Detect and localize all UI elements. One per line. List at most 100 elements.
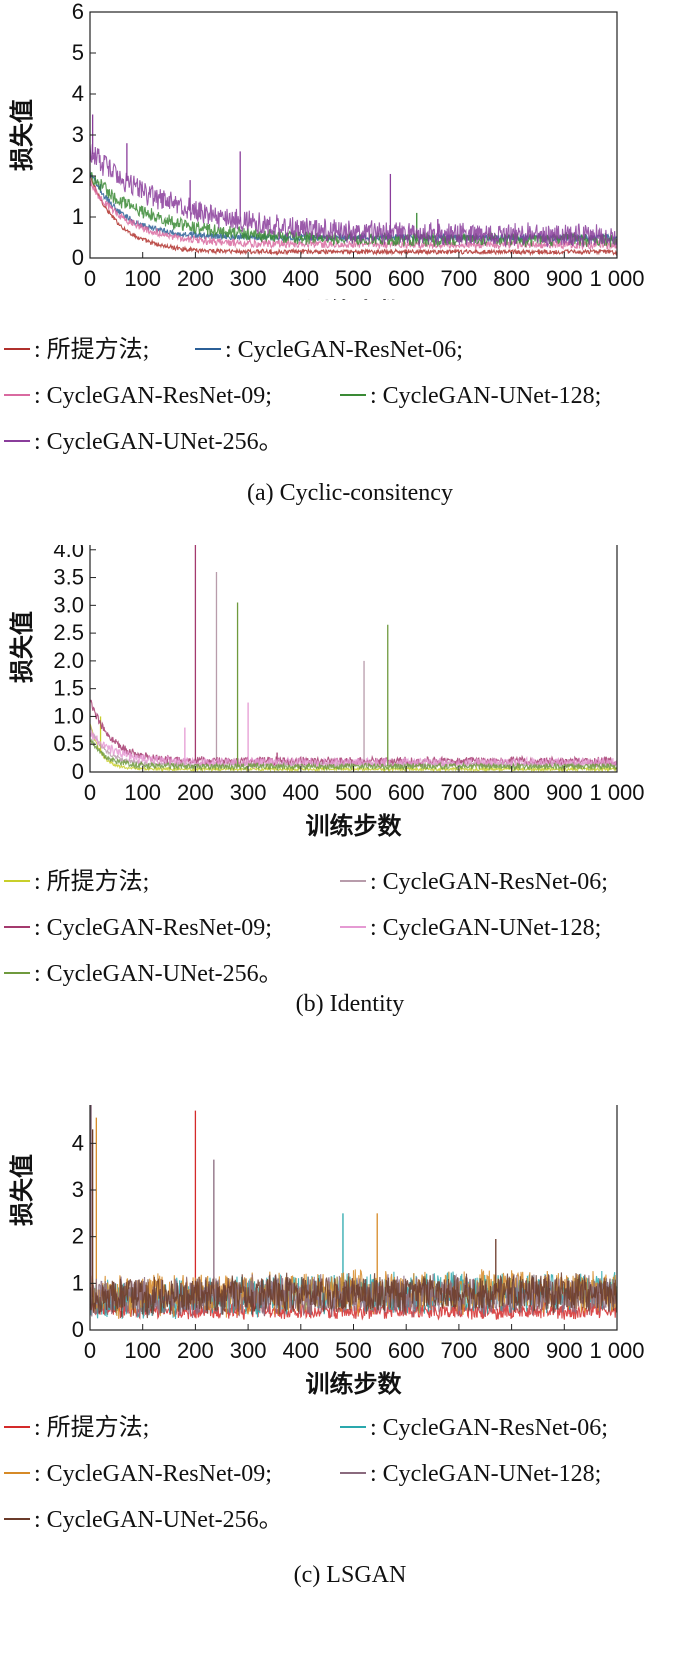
legend-item: : CycleGAN-ResNet-06; <box>340 867 608 897</box>
series-line-3 <box>89 180 618 251</box>
x-tick-label: 900 <box>546 266 583 291</box>
legend-row: : CycleGAN-ResNet-09; : CycleGAN-UNet-128… <box>0 1459 700 1489</box>
y-tick-label: 6 <box>72 0 84 24</box>
legend-item: : CycleGAN-UNet-128; <box>340 913 601 943</box>
legend-swatch <box>340 394 366 397</box>
caption-b: (b) Identity <box>295 991 405 1017</box>
x-tick-label: 100 <box>124 1338 161 1363</box>
legend-item: : CycleGAN-UNet-256。 <box>4 1505 283 1535</box>
x-tick-label: 400 <box>282 780 319 805</box>
y-tick-label: 3 <box>72 1177 84 1202</box>
legend-row: : CycleGAN-ResNet-09; : CycleGAN-UNet-128… <box>0 913 700 943</box>
series-line-3 <box>89 1269 618 1319</box>
x-tick-label: 0 <box>84 266 96 291</box>
y-tick-label: 0 <box>72 245 84 270</box>
legend-item: : CycleGAN-UNet-256。 <box>4 959 283 989</box>
y-tick-label: 1 <box>72 1270 84 1295</box>
y-tick-label: 2 <box>72 163 84 188</box>
x-tick-label: 300 <box>230 780 267 805</box>
caption-a: (a) Cyclic-consitency <box>247 480 453 506</box>
legend-swatch <box>4 394 30 397</box>
x-tick-label: 300 <box>230 266 267 291</box>
x-tick-label: 100 <box>124 266 161 291</box>
y-tick-label: 5 <box>72 40 84 65</box>
legend-label: : 所提方法; <box>34 1415 150 1441</box>
x-tick-label: 300 <box>230 1338 267 1363</box>
x-tick-label: 800 <box>493 266 530 291</box>
y-tick-label: 3 <box>72 122 84 147</box>
y-tick-label: 4 <box>72 81 84 106</box>
x-tick-label: 100 <box>124 780 161 805</box>
x-tick-label: 600 <box>388 266 425 291</box>
series-line-5 <box>89 738 618 772</box>
series-line-5 <box>89 1272 618 1319</box>
chart-svg-b: 00.51.01.52.02.53.03.54.04.5010020030040… <box>8 545 645 840</box>
y-tick-label: 2.0 <box>53 648 84 673</box>
x-axis-label: 训练步数 <box>306 1370 403 1398</box>
x-tick-label: 900 <box>546 780 583 805</box>
y-tick-label: 1.0 <box>53 703 84 728</box>
y-tick-label: 3.0 <box>53 592 84 617</box>
chart-panel-b: 00.51.01.52.02.53.03.54.04.5010020030040… <box>0 545 700 1090</box>
x-tick-label: 500 <box>335 266 372 291</box>
x-tick-label: 1 000 <box>589 780 644 805</box>
legend-item: : CycleGAN-ResNet-06; <box>195 335 463 365</box>
x-tick-label: 400 <box>282 266 319 291</box>
y-tick-label: 1 <box>72 204 84 229</box>
legend-item: : CycleGAN-UNet-128; <box>340 1459 601 1489</box>
y-tick-label: 0.5 <box>53 731 84 756</box>
legend-item: : CycleGAN-ResNet-09; <box>4 1459 272 1489</box>
legend-label: : CycleGAN-ResNet-06; <box>370 1415 608 1441</box>
x-tick-label: 600 <box>388 780 425 805</box>
legend-swatch <box>4 926 30 929</box>
x-tick-label: 400 <box>282 1338 319 1363</box>
x-tick-label: 200 <box>177 1338 214 1363</box>
x-tick-label: 700 <box>441 780 478 805</box>
legend-item: : CycleGAN-ResNet-09; <box>4 381 272 411</box>
legend-row: : 所提方法; : CycleGAN-ResNet-06; <box>0 335 700 365</box>
x-tick-label: 200 <box>177 266 214 291</box>
legend-row: : CycleGAN-UNet-256。 <box>0 959 700 989</box>
series-line-3 <box>89 699 618 767</box>
x-tick-label: 800 <box>493 780 530 805</box>
x-tick-label: 700 <box>441 266 478 291</box>
legend-label: : CycleGAN-ResNet-06; <box>370 869 608 895</box>
x-tick-label: 0 <box>84 1338 96 1363</box>
x-tick-label: 0 <box>84 780 96 805</box>
legend-label: : CycleGAN-UNet-128; <box>370 915 602 941</box>
y-tick-label: 5 <box>72 1105 84 1109</box>
legend-swatch <box>340 880 366 883</box>
series-line-4 <box>89 172 618 248</box>
y-tick-label: 0 <box>72 759 84 784</box>
x-tick-label: 200 <box>177 780 214 805</box>
y-tick-label: 1.5 <box>53 676 84 701</box>
legend-label: : CycleGAN-ResNet-09; <box>34 1461 272 1487</box>
legend-item: : CycleGAN-UNet-256。 <box>4 427 283 457</box>
x-tick-label: 800 <box>493 1338 530 1363</box>
legend-row: : 所提方法; : CycleGAN-ResNet-06; <box>0 1413 700 1443</box>
legend-swatch <box>4 440 30 443</box>
legend-swatch <box>4 972 30 975</box>
y-tick-label: 3.5 <box>53 565 84 590</box>
legend-item: : 所提方法; <box>4 1413 149 1443</box>
legend-label: : 所提方法; <box>34 337 150 363</box>
legend-swatch <box>340 1426 366 1429</box>
legend-item: : 所提方法; <box>4 867 149 897</box>
x-axis-label: 训练步数 <box>306 298 403 300</box>
x-axis-label: 训练步数 <box>306 812 403 840</box>
legend-swatch <box>4 348 30 351</box>
legend-label: : CycleGAN-ResNet-06; <box>225 337 463 363</box>
x-tick-label: 500 <box>335 1338 372 1363</box>
x-tick-label: 1 000 <box>589 266 644 291</box>
x-tick-label: 600 <box>388 1338 425 1363</box>
legend-row: : CycleGAN-ResNet-09;: CycleGAN-UNet-128… <box>0 381 700 411</box>
x-tick-label: 900 <box>546 1338 583 1363</box>
legend-swatch <box>4 1472 30 1475</box>
legend-label: : CycleGAN-UNet-128; <box>370 1461 602 1487</box>
legend-row: : CycleGAN-UNet-256。 <box>0 427 700 457</box>
y-tick-label: 2 <box>72 1224 84 1249</box>
legend-label: : CycleGAN-UNet-256。 <box>34 961 283 987</box>
legend-label: : CycleGAN-UNet-256。 <box>34 429 283 455</box>
legend-label: : CycleGAN-ResNet-09; <box>34 915 272 941</box>
